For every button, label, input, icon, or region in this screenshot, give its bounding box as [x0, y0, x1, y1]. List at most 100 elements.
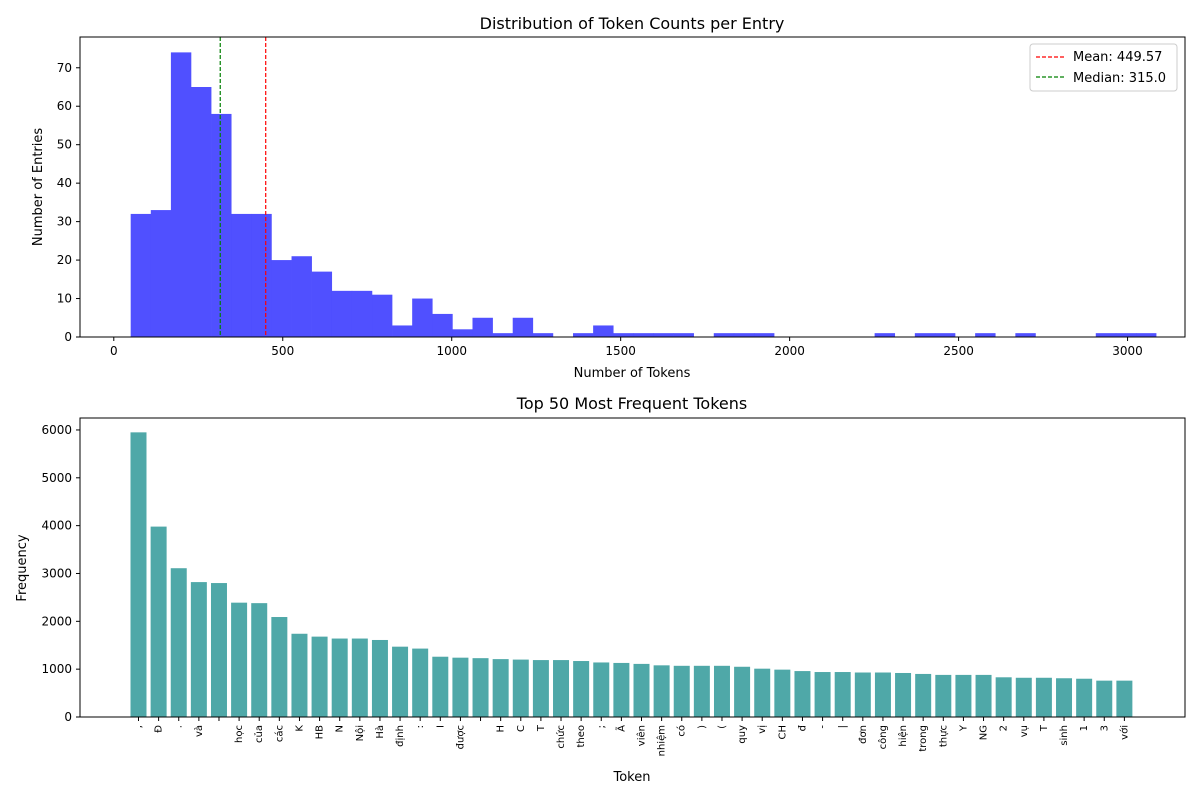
histogram-bar: [914, 333, 936, 337]
token-label: Hà: [374, 725, 386, 739]
token-bar: [311, 636, 328, 717]
token-label: được: [455, 725, 466, 749]
token-bar: [1076, 678, 1093, 717]
histogram-bar: [613, 333, 634, 337]
token-label: hiện: [897, 725, 909, 747]
histogram-bar: [713, 333, 735, 337]
histogram-legend: Mean: 449.57 Median: 315.0: [1029, 43, 1178, 92]
token-label: K: [294, 725, 305, 732]
histogram-bars: [130, 52, 1157, 338]
token-bar: [331, 638, 348, 717]
token-label: 2: [999, 725, 1010, 731]
token-label: theo: [576, 725, 587, 748]
token-label: T: [1039, 724, 1050, 732]
token-label: quy: [737, 725, 748, 744]
histogram-bar: [874, 333, 896, 337]
histogram-bar: [432, 313, 453, 337]
token-bar: [874, 672, 891, 717]
histogram-title: Distribution of Token Counts per Entry: [480, 14, 785, 33]
token-label: H: [496, 725, 507, 733]
token-label: công: [877, 725, 889, 749]
token-label: học: [234, 725, 245, 743]
token-label: vụ: [1019, 725, 1030, 737]
token-bar: [291, 633, 308, 717]
token-chart-title: Top 50 Most Frequent Tokens: [516, 394, 747, 413]
token-label: Đ: [154, 725, 165, 733]
histogram-bar: [934, 333, 956, 337]
token-y-ticks: 0 1000 2000 3000 4000 5000 6000: [41, 423, 80, 724]
histogram-bar: [351, 290, 373, 337]
token-label: có: [676, 725, 688, 737]
token-bar: [734, 666, 751, 717]
y-tick-label: 70: [57, 61, 72, 75]
token-bar: [251, 603, 268, 717]
token-label: .: [174, 725, 185, 728]
token-ylabel: Frequency: [15, 534, 30, 601]
token-bar: [935, 674, 952, 717]
token-label: Y: [958, 724, 969, 732]
histogram-bar: [211, 113, 232, 337]
token-bar: [673, 665, 690, 717]
y-tick-label: 10: [57, 292, 72, 306]
token-label: ,: [134, 725, 145, 728]
x-tick-label: 0: [110, 344, 118, 358]
y-tick-label: 50: [57, 138, 72, 152]
histogram-bar: [452, 329, 473, 337]
x-tick-label: 1500: [605, 344, 636, 358]
x-tick-label: 2000: [774, 344, 805, 358]
token-label: :: [415, 725, 426, 728]
token-label: và: [193, 725, 205, 737]
token-label: với: [1118, 725, 1130, 740]
token-bar: [371, 639, 388, 717]
histogram-y-ticks: 0 10 20 30 40 50 60 70: [57, 61, 80, 344]
token-label: CH: [777, 725, 788, 740]
histogram-bar: [1136, 333, 1157, 337]
token-bar: [150, 526, 167, 717]
y-tick-label: 6000: [41, 423, 72, 437]
token-bar: [351, 638, 368, 717]
token-bar: [170, 568, 187, 717]
x-tick-label: 500: [271, 344, 294, 358]
histogram-bar: [573, 333, 594, 337]
token-bar: [633, 663, 650, 717]
token-bar: [613, 662, 630, 717]
histogram-bar: [512, 317, 534, 337]
token-bar: [895, 672, 912, 717]
token-bar: [190, 582, 207, 717]
token-bar: [210, 583, 227, 717]
token-label: ): [697, 725, 708, 729]
token-bar: [1096, 680, 1113, 717]
histogram-ylabel: Number of Entries: [31, 128, 46, 247]
token-label: 3: [1099, 725, 1110, 731]
token-label: đ: [797, 724, 808, 731]
token-bars: [130, 432, 1133, 717]
histogram-bar: [633, 333, 654, 337]
histogram-bar: [975, 333, 996, 337]
token-label: định: [395, 725, 406, 747]
y-tick-label: 30: [57, 215, 72, 229]
histogram-x-ticks: 0 500 1000 1500 2000 2500 3000: [110, 337, 1143, 358]
token-label: T: [536, 724, 547, 732]
token-bar: [854, 672, 871, 717]
token-label: nhiệm: [656, 725, 668, 756]
y-tick-label: 20: [57, 253, 72, 267]
token-bar: [1116, 680, 1133, 717]
histogram-reference-lines: [219, 37, 267, 337]
histogram-bar: [412, 298, 433, 337]
token-bar: [392, 646, 409, 717]
token-label: 1: [1079, 725, 1090, 731]
histogram-bar: [1115, 333, 1137, 337]
token-bar: [834, 672, 851, 717]
token-bar: [593, 662, 610, 717]
token-bar: [955, 674, 972, 717]
token-bar: [794, 671, 811, 717]
y-tick-label: 0: [64, 710, 72, 724]
token-bar: [452, 657, 469, 717]
histogram-bar: [170, 52, 192, 338]
token-bar: [653, 665, 670, 717]
histogram-bar: [271, 260, 292, 337]
legend-median-label: Median: 315.0: [1073, 71, 1166, 86]
token-bar: [713, 665, 730, 717]
token-label: viên: [636, 725, 648, 746]
token-label: I: [435, 725, 446, 728]
